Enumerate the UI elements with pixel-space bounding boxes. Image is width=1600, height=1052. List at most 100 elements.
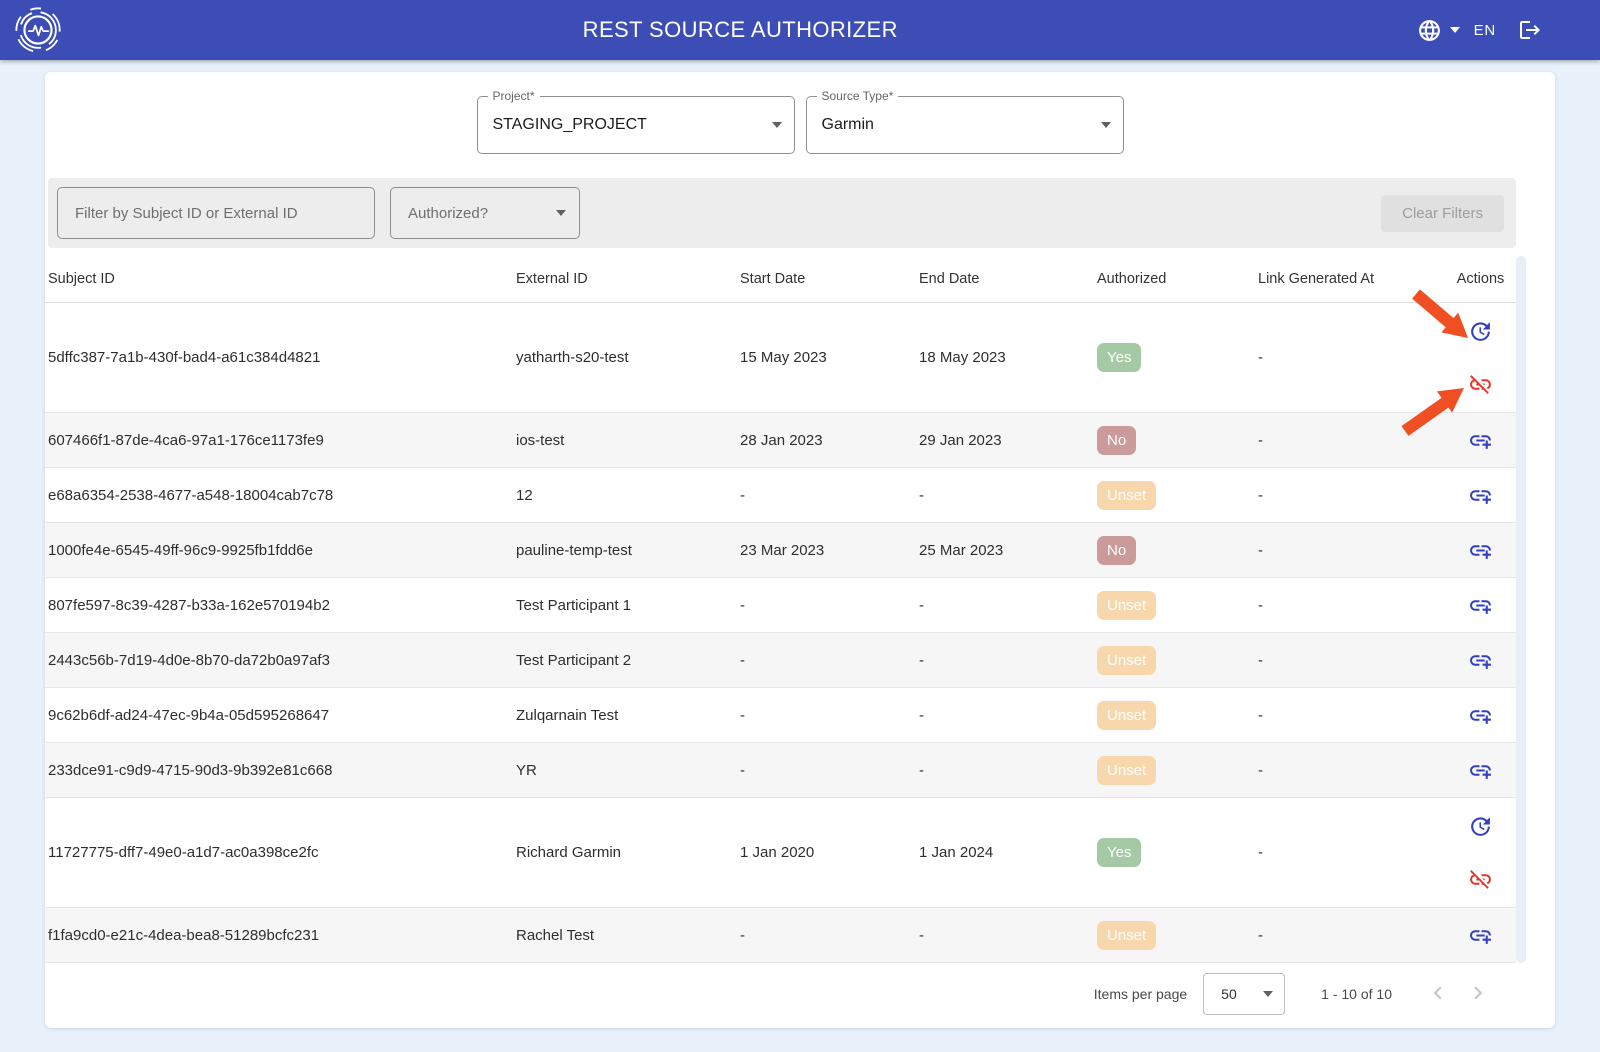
toolbar-right: EN [1417,18,1542,43]
source-type-select-label: Source Type* [816,89,899,103]
add-link-action-button[interactable] [1468,758,1493,783]
authorized-badge: No [1097,425,1137,455]
page-size-value: 50 [1221,986,1237,1002]
authorizations-table: Subject ID External ID Start Date End Da… [45,256,1516,963]
authorized-filter-select[interactable]: Authorized? [390,187,580,239]
column-header-subject-id: Subject ID [48,271,115,287]
end-date-cell: - [919,926,924,944]
authorized-cell: Unset [1094,700,1255,730]
start-date-cell: - [740,706,745,724]
add-link-action-button[interactable] [1468,428,1493,453]
link-off-action-button[interactable] [1468,867,1493,892]
actions-cell [1445,758,1516,783]
link-off-action-button[interactable] [1468,372,1493,397]
content-card: Project* STAGING_PROJECT Source Type* Ga… [45,72,1555,1028]
authorized-cell: No [1094,425,1255,455]
authorized-badge: Unset [1097,920,1157,950]
link-generated-at-cell: - [1258,706,1263,724]
actions-cell [1445,648,1516,673]
subject-id-cell: 233dce91-c9d9-4715-90d3-9b392e81c668 [48,761,333,779]
authorized-badge: Unset [1097,755,1157,785]
table-scrollbar[interactable] [1516,256,1526,963]
actions-cell [1445,319,1516,397]
source-type-select[interactable]: Source Type* Garmin [805,89,1124,154]
add-link-action-button[interactable] [1468,923,1493,948]
add-link-action-button[interactable] [1468,593,1493,618]
authorized-badge: Yes [1097,838,1142,867]
authorized-cell: Unset [1094,480,1255,510]
external-id-cell: Test Participant 1 [516,596,632,614]
filter-input[interactable] [57,187,375,239]
link-generated-at-cell: - [1258,349,1263,366]
table-row: e68a6354-2538-4677-a548-18004cab7c78 12 … [45,468,1516,523]
external-id-cell: YR [516,761,537,779]
external-id-cell: pauline-temp-test [516,541,632,559]
items-per-page-label: Items per page [1093,986,1188,1002]
end-date-cell: 25 Mar 2023 [919,541,1004,559]
update-action-button[interactable] [1468,814,1493,839]
globe-icon [1417,18,1442,43]
clear-filters-button[interactable]: Clear Filters [1381,194,1504,232]
add-link-icon [1470,709,1491,724]
external-id-cell: 12 [516,486,533,504]
actions-cell [1445,814,1516,892]
add-link-action-button[interactable] [1468,538,1493,563]
link-generated-at-cell: - [1258,926,1263,944]
chevron-right-icon [1465,980,1491,1009]
add-link-action-button[interactable] [1468,483,1493,508]
project-select-value: STAGING_PROJECT [492,116,647,133]
filter-bar: Authorized? Clear Filters [48,178,1516,248]
column-header-actions: Actions [1456,271,1505,287]
authorized-badge: Unset [1097,700,1157,730]
table-row: 1000fe4e-6545-49ff-96c9-9925fb1fdd6e pau… [45,523,1516,578]
next-page-button[interactable] [1458,974,1498,1014]
add-link-action-button[interactable] [1468,703,1493,728]
add-link-action-button[interactable] [1468,648,1493,673]
page-title: REST SOURCE AUTHORIZER [582,17,898,42]
external-id-cell: Rachel Test [516,926,595,944]
subject-id-cell: 11727775-dff7-49e0-a1d7-ac0a398ce2fc [48,844,319,861]
table-row: 807fe597-8c39-4287-b33a-162e570194b2 Tes… [45,578,1516,633]
chevron-down-icon [1263,991,1274,997]
authorized-cell: No [1094,535,1255,565]
link-generated-at-cell: - [1258,844,1263,861]
start-date-cell: - [740,926,745,944]
chevron-down-icon [771,122,782,128]
chevron-down-icon [1449,27,1460,33]
page-range-label: 1 - 10 of 10 [1321,986,1392,1002]
link-generated-at-cell: - [1258,596,1263,614]
language-code[interactable]: EN [1473,21,1496,39]
update-action-button[interactable] [1468,319,1493,344]
start-date-cell: - [740,761,745,779]
table-row: f1fa9cd0-e21c-4dea-bea8-51289bcfc231 Rac… [45,908,1516,963]
authorized-badge: Yes [1097,343,1142,372]
table-body: 5dffc387-7a1b-430f-bad4-a61c384d4821 yat… [45,303,1516,963]
link-generated-at-cell: - [1258,651,1263,669]
end-date-cell: 29 Jan 2023 [919,431,1002,449]
end-date-cell: - [919,651,924,669]
subject-id-cell: 607466f1-87de-4ca6-97a1-176ce1173fe9 [48,431,324,449]
start-date-cell: - [740,651,745,669]
chevron-down-icon [556,210,566,216]
external-id-cell: Zulqarnain Test [516,706,619,724]
link-generated-at-cell: - [1258,541,1263,559]
project-select[interactable]: Project* STAGING_PROJECT [476,89,795,154]
logout-button[interactable] [1518,18,1542,42]
start-date-cell: - [740,486,745,504]
subject-id-cell: 5dffc387-7a1b-430f-bad4-a61c384d4821 [48,349,321,366]
logout-icon [1518,18,1542,42]
start-date-cell: 28 Jan 2023 [740,431,823,449]
actions-cell [1445,703,1516,728]
column-header-authorized: Authorized [1097,271,1167,287]
add-link-icon [1470,489,1491,504]
add-link-icon [1470,434,1491,449]
end-date-cell: - [919,761,924,779]
language-menu-button[interactable] [1417,18,1460,43]
subject-id-cell: 2443c56b-7d19-4d0e-8b70-da72b0a97af3 [48,651,330,669]
table-row: 9c62b6df-ad24-47ec-9b4a-05d595268647 Zul… [45,688,1516,743]
previous-page-button[interactable] [1418,974,1458,1014]
column-header-external-id: External ID [516,271,588,287]
subject-id-cell: e68a6354-2538-4677-a548-18004cab7c78 [48,486,334,504]
page-size-select[interactable]: 50 [1203,973,1286,1015]
source-type-select-value: Garmin [821,116,874,133]
